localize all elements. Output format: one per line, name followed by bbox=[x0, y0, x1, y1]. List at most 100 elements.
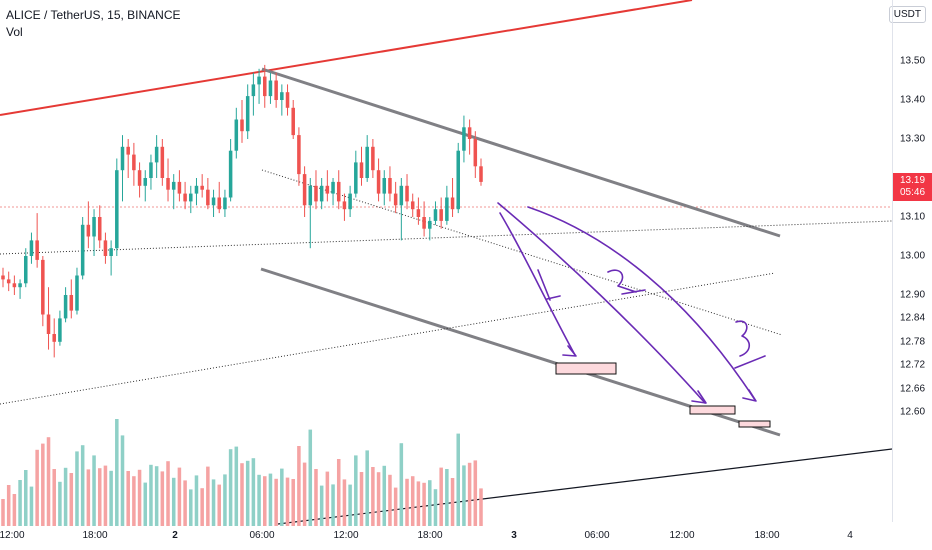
candle-body bbox=[314, 185, 318, 202]
volume-bar bbox=[456, 433, 461, 526]
volume-bar bbox=[251, 458, 256, 526]
candle-body bbox=[354, 162, 358, 194]
volume-bars bbox=[1, 419, 483, 526]
volume-bar bbox=[399, 443, 404, 526]
candle-body bbox=[274, 80, 278, 100]
volume-bar bbox=[331, 484, 335, 526]
volume-bar bbox=[75, 451, 79, 526]
price-tick-label: 13.50 bbox=[900, 55, 926, 67]
price-tick-label: 12.72 bbox=[900, 359, 926, 371]
volume-bar bbox=[29, 486, 34, 526]
candle-body bbox=[92, 217, 96, 237]
candle-body bbox=[462, 127, 466, 151]
currency-button[interactable]: USDT bbox=[888, 6, 926, 23]
candle-body bbox=[69, 295, 74, 311]
volume-bar bbox=[126, 471, 130, 526]
time-tick-label: 06:00 bbox=[584, 530, 610, 541]
volume-bar bbox=[410, 476, 415, 526]
annotation-arrow bbox=[562, 345, 577, 357]
volume-bar bbox=[200, 488, 204, 526]
candle-body bbox=[297, 135, 301, 175]
time-tick-label: 12:00 bbox=[669, 530, 695, 541]
candle-body bbox=[348, 193, 352, 210]
volume-bar bbox=[445, 469, 449, 526]
volume-bar bbox=[92, 455, 96, 526]
annotation-arrow bbox=[499, 212, 576, 356]
candle-body bbox=[80, 224, 85, 276]
annotation-label-stroke bbox=[621, 289, 646, 295]
volume-bar bbox=[450, 478, 455, 526]
candle-body bbox=[189, 193, 193, 202]
time-tick-label: 12:00 bbox=[333, 530, 359, 541]
annotation-label-stroke bbox=[546, 295, 561, 300]
dotted-trendline bbox=[0, 220, 893, 255]
volume-bar bbox=[154, 466, 159, 526]
volume-bar bbox=[35, 449, 39, 526]
candle-body bbox=[52, 334, 56, 342]
candle-body bbox=[240, 119, 244, 132]
candle-body bbox=[149, 162, 153, 178]
candle-body bbox=[75, 275, 79, 311]
volume-bar bbox=[388, 474, 392, 526]
candle-body bbox=[177, 181, 182, 194]
candle-body bbox=[445, 197, 449, 221]
candle-body bbox=[291, 107, 295, 136]
volume-bar bbox=[376, 472, 381, 526]
candle-body bbox=[234, 119, 239, 151]
candle-body bbox=[325, 185, 330, 194]
candle-body bbox=[405, 185, 409, 202]
volume-indicator-label[interactable]: Vol bbox=[6, 25, 23, 39]
volume-bar bbox=[359, 472, 364, 526]
candle-body bbox=[399, 185, 404, 206]
candle-body bbox=[35, 240, 39, 260]
volume-bar bbox=[160, 471, 165, 526]
price-tick-label: 12.84 bbox=[900, 312, 926, 324]
volume-bar bbox=[120, 435, 125, 526]
time-tick-label: 06:00 bbox=[249, 530, 275, 541]
candle-body bbox=[1, 275, 5, 280]
candle-body bbox=[422, 217, 426, 229]
candle-body bbox=[331, 181, 335, 194]
volume-bar bbox=[23, 470, 28, 526]
volume-bar bbox=[6, 485, 11, 526]
volume-bar bbox=[274, 478, 278, 526]
candle-body bbox=[46, 314, 51, 334]
volume-bar bbox=[149, 464, 153, 526]
price-tick-label: 13.30 bbox=[900, 133, 926, 145]
candle-body bbox=[86, 224, 91, 237]
candle-body bbox=[97, 217, 102, 241]
volume-bar bbox=[280, 468, 284, 526]
candle-body bbox=[206, 189, 210, 206]
target-box bbox=[689, 405, 736, 415]
candle-body bbox=[479, 166, 483, 182]
candle-body bbox=[410, 201, 415, 210]
candle-body bbox=[262, 76, 267, 97]
volume-bar bbox=[115, 419, 119, 526]
volume-bar bbox=[18, 480, 22, 526]
candle-body bbox=[336, 181, 341, 202]
volume-bar bbox=[166, 461, 170, 526]
volume-bar bbox=[234, 446, 239, 526]
volume-bar bbox=[354, 455, 358, 526]
volume-bar bbox=[86, 469, 91, 526]
volume-bar bbox=[80, 445, 85, 526]
candle-body bbox=[428, 220, 432, 229]
price-tick-label: 13.00 bbox=[900, 250, 926, 262]
symbol-title[interactable]: ALICE / TetherUS, 15, BINANCE bbox=[6, 8, 181, 22]
volume-bar bbox=[405, 478, 409, 526]
volume-bar bbox=[69, 473, 74, 526]
time-tick-label: 4 bbox=[847, 530, 853, 541]
volume-bar bbox=[473, 460, 478, 526]
volume-bar bbox=[189, 489, 193, 526]
volume-bar bbox=[183, 480, 187, 526]
candle-body bbox=[171, 181, 176, 190]
candle-body bbox=[365, 146, 369, 178]
candle-body bbox=[6, 279, 11, 284]
volume-bar bbox=[319, 485, 324, 526]
candle-body bbox=[456, 150, 461, 210]
volume-bar bbox=[462, 465, 466, 526]
candle-body bbox=[120, 146, 125, 171]
volume-bar bbox=[223, 474, 227, 526]
annotation-label-stroke bbox=[735, 320, 751, 357]
